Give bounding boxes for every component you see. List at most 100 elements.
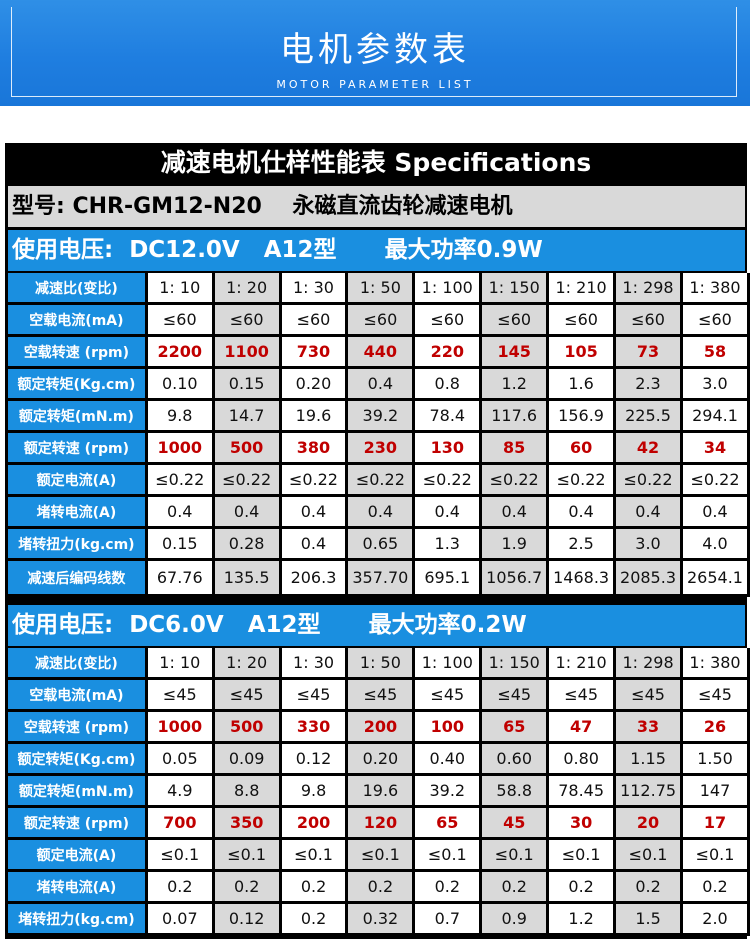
spec-cell: ≤0.1 bbox=[281, 840, 349, 872]
spec-cell: 0.12 bbox=[281, 744, 349, 776]
spec-cell: 1: 298 bbox=[616, 648, 684, 680]
spec-cell: 147 bbox=[683, 776, 750, 808]
spec-cell: 500 bbox=[214, 712, 282, 744]
spec-cell: 39.2 bbox=[415, 776, 483, 808]
spec-cell: ≤0.22 bbox=[482, 465, 550, 497]
spec-row: 额定转矩(mN.m) 9.8 14.7 19.6 39.2 78.4 117.6 156.9 2… bbox=[8, 401, 750, 433]
spec-cell: 58.8 bbox=[482, 776, 550, 808]
spec-cell: 1: 20 bbox=[214, 648, 282, 680]
spec-cell: 156.9 bbox=[549, 401, 617, 433]
spec-cell: 0.4 bbox=[281, 529, 349, 561]
spec-cell: 440 bbox=[348, 337, 416, 369]
spec-cell: 26 bbox=[683, 712, 750, 744]
spec-cell: ≤0.1 bbox=[616, 840, 684, 872]
spec-cell: ≤45 bbox=[348, 680, 416, 712]
model-line: 型号: CHR-GM12-N20 永磁直流齿轮减速电机 bbox=[8, 186, 745, 227]
spec-cell: 8.8 bbox=[214, 776, 282, 808]
spec-cell: 0.2 bbox=[482, 872, 550, 904]
spec-cell: 0.4 bbox=[616, 497, 683, 529]
spec-cell: 0.2 bbox=[281, 872, 349, 904]
spec-cell: 0.4 bbox=[682, 497, 750, 529]
spec-cell: 47 bbox=[549, 712, 617, 744]
spec-cell: 0.15 bbox=[214, 369, 282, 401]
spec-cell: 220 bbox=[415, 337, 483, 369]
spec-cell: 200 bbox=[281, 808, 349, 840]
spec-cell: ≤60 bbox=[415, 305, 483, 337]
spec-cell: 1: 10 bbox=[147, 648, 215, 680]
spec-cell: 0.05 bbox=[147, 744, 215, 776]
spec-row: 额定电流(A) ≤0.22 ≤0.22 ≤0.22 ≤0.22 ≤0.22 ≤0.22 ≤0.… bbox=[8, 465, 750, 497]
spec-cell: ≤45 bbox=[616, 680, 684, 712]
spec-table-12v: 减速比(变比) 1: 10 1: 20 1: 30 1: 50 1: 100 1: 150 1… bbox=[8, 273, 750, 597]
spec-cell: 1: 50 bbox=[348, 648, 416, 680]
spec-cell: 1.50 bbox=[683, 744, 750, 776]
spec-cell: 0.09 bbox=[214, 744, 282, 776]
spec-cell: 100 bbox=[415, 712, 483, 744]
spec-cell: 0.2 bbox=[616, 872, 684, 904]
spec-cell: 19.6 bbox=[348, 776, 416, 808]
spec-cell: 45 bbox=[482, 808, 550, 840]
spec-cell: 230 bbox=[348, 433, 416, 465]
row-label: 堵转电流(A) bbox=[8, 872, 148, 904]
spec-cell: ≤45 bbox=[683, 680, 750, 712]
spec-cell: 0.2 bbox=[683, 872, 750, 904]
spec-cell: 0.4 bbox=[147, 497, 215, 529]
spec-cell: 500 bbox=[214, 433, 282, 465]
spec-cell: ≤45 bbox=[415, 680, 483, 712]
spec-cell: 17 bbox=[683, 808, 750, 840]
spec-cell: ≤60 bbox=[616, 305, 683, 337]
spec-cell: 350 bbox=[214, 808, 282, 840]
spec-cell: 105 bbox=[549, 337, 617, 369]
spec-cell: 65 bbox=[415, 808, 483, 840]
row-label: 堵转扭力(kg.cm) bbox=[8, 904, 148, 936]
spec-cell: 60 bbox=[549, 433, 617, 465]
spec-cell: 20 bbox=[616, 808, 684, 840]
spec-row: 空载转速 (rpm) 1000 500 330 200 100 65 47 33 26 bbox=[8, 712, 750, 744]
spec-cell: 730 bbox=[281, 337, 349, 369]
spec-cell: 225.5 bbox=[616, 401, 683, 433]
spec-row: 空载电流(mA) ≤45 ≤45 ≤45 ≤45 ≤45 ≤45 ≤45 ≤45 ≤45 bbox=[8, 680, 750, 712]
spec-cell: ≤0.22 bbox=[682, 465, 750, 497]
spec-cell: 4.9 bbox=[147, 776, 215, 808]
spec-cell: 0.2 bbox=[415, 872, 483, 904]
spec-cell: 1: 10 bbox=[147, 273, 215, 305]
spec-cell: ≤60 bbox=[214, 305, 282, 337]
spec-cell: 130 bbox=[415, 433, 483, 465]
spec-row: 空载转速 (rpm) 2200 1100 730 440 220 145 105 73 58 bbox=[8, 337, 750, 369]
spec-cell: 700 bbox=[147, 808, 215, 840]
spec-cell: 695.1 bbox=[415, 561, 483, 597]
spec-cell: ≤60 bbox=[549, 305, 617, 337]
row-label: 堵转电流(A) bbox=[8, 497, 148, 529]
spec-row: 堵转电流(A) 0.4 0.4 0.4 0.4 0.4 0.4 0.4 0.4 0.4 bbox=[8, 497, 750, 529]
row-label: 减速后编码线数 bbox=[8, 561, 148, 597]
spec-cell: 0.12 bbox=[214, 904, 282, 936]
spec-cell: 2.5 bbox=[549, 529, 617, 561]
spec-cell: 1: 298 bbox=[616, 273, 683, 305]
spec-cell: 330 bbox=[281, 712, 349, 744]
row-label: 减速比(变比) bbox=[8, 648, 148, 680]
spec-cell: 0.80 bbox=[549, 744, 617, 776]
spec-cell: 1.6 bbox=[549, 369, 617, 401]
spec-cell: ≤0.22 bbox=[281, 465, 349, 497]
spec-cell: ≤0.1 bbox=[415, 840, 483, 872]
spec-cell: 1000 bbox=[147, 433, 215, 465]
spec-cell: 1100 bbox=[214, 337, 282, 369]
spec-cell: ≤45 bbox=[281, 680, 349, 712]
spec-cell: 1: 20 bbox=[214, 273, 282, 305]
spec-cell: 120 bbox=[348, 808, 416, 840]
spec-cell: 0.4 bbox=[348, 369, 416, 401]
spec-cell: 67.76 bbox=[147, 561, 215, 597]
spec-cell: 33 bbox=[616, 712, 684, 744]
spec-cell: 1: 210 bbox=[549, 273, 617, 305]
spec-row: 减速比(变比) 1: 10 1: 20 1: 30 1: 50 1: 100 1: 150 1… bbox=[8, 648, 750, 680]
spec-cell: 0.60 bbox=[482, 744, 550, 776]
spec-cell: 1.15 bbox=[616, 744, 684, 776]
banner-title: 电机参数表 bbox=[280, 30, 470, 70]
spec-cell: 14.7 bbox=[214, 401, 282, 433]
row-label: 额定转矩(Kg.cm) bbox=[8, 369, 148, 401]
spec-cell: 0.4 bbox=[415, 497, 483, 529]
spec-cell: 0.32 bbox=[348, 904, 416, 936]
spec-cell: ≤0.1 bbox=[549, 840, 617, 872]
spec-cell: 2200 bbox=[147, 337, 215, 369]
spec-cell: 9.8 bbox=[147, 401, 215, 433]
